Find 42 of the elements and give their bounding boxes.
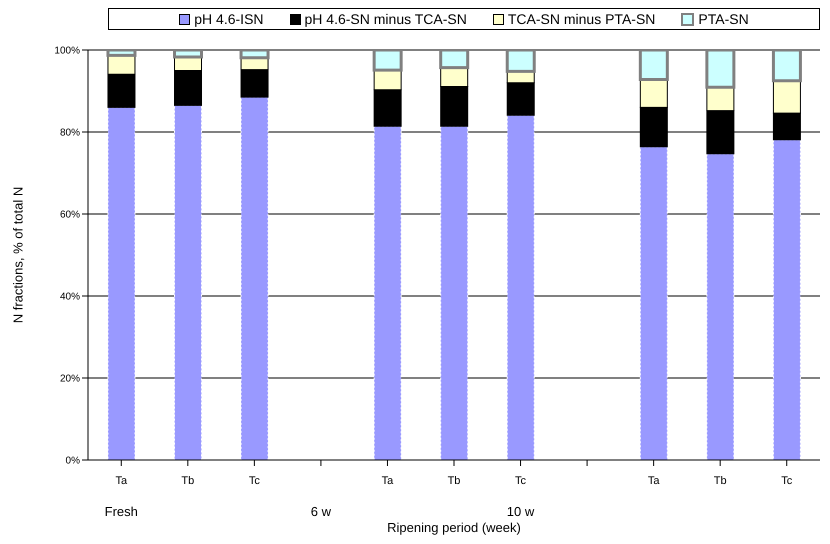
bar <box>240 96 269 460</box>
bar <box>374 126 402 460</box>
bar <box>506 114 535 460</box>
x-tick-label: Tc <box>781 475 793 487</box>
bar <box>772 139 801 460</box>
bar <box>638 50 669 82</box>
x-axis-title: Ripening period (week) <box>387 520 521 535</box>
y-tick-label: 40% <box>60 292 80 303</box>
bar <box>640 146 668 460</box>
bar <box>106 50 136 57</box>
text: 6 w <box>310 504 332 519</box>
x-tick-label: Tc <box>248 475 260 487</box>
y-axis-title: N fractions, % of total N <box>10 186 26 324</box>
bar <box>706 153 734 460</box>
x-tick-label: Ta <box>382 475 394 487</box>
x-tick-label: Ta <box>648 475 660 487</box>
x-tick-label: Tb <box>448 475 460 487</box>
bar <box>173 50 204 58</box>
x-tick-label: Tb <box>714 475 727 487</box>
x-tick-label: Tc <box>515 475 527 487</box>
y-tick-label: 100% <box>54 46 80 57</box>
x-tick-label: Ta <box>115 475 128 487</box>
bar <box>240 50 270 60</box>
bar <box>705 50 736 89</box>
y-tick-label: 80% <box>60 128 80 139</box>
bar <box>506 50 536 73</box>
y-tick-label: 0% <box>66 456 80 467</box>
bar <box>372 50 403 72</box>
legend-label: PTA-SN <box>697 11 749 27</box>
bar <box>107 106 136 460</box>
text: 10 w <box>506 504 535 519</box>
y-tick-label: 20% <box>60 374 80 385</box>
y-tick-label: 60% <box>60 210 80 221</box>
x-tick-label: Tb <box>181 475 194 487</box>
legend-label: pH 4.6-ISN <box>193 11 264 27</box>
text: Fresh <box>104 504 138 519</box>
legend-label: pH 4.6-SN minus TCA-SN <box>304 11 467 27</box>
legend-label: TCA-SN minus PTA-SN <box>506 11 656 27</box>
bar <box>440 126 468 460</box>
bar <box>772 50 802 82</box>
bar <box>174 104 202 460</box>
bar <box>439 50 470 70</box>
